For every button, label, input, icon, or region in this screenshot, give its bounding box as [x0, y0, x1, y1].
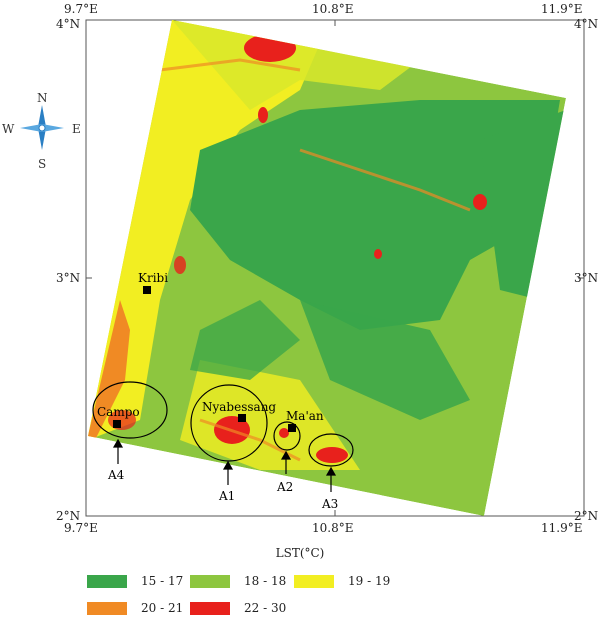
left-tick-label: 2°N	[56, 509, 80, 523]
bottom-tick-label: 9.7°E	[64, 521, 98, 535]
legend-item: 20 - 21	[87, 601, 183, 615]
compass-north-label: N	[37, 91, 48, 105]
right-tick-label: 4°N	[574, 17, 598, 31]
area-label-a3: A3	[321, 497, 338, 511]
city-label-nyabessang: Nyabessang	[202, 400, 276, 414]
legend-label: 18 - 18	[244, 574, 287, 588]
top-tick-label: 11.9°E	[541, 2, 582, 16]
compass-east-label: E	[72, 122, 81, 136]
city-marker	[143, 286, 151, 294]
right-tick-label: 2°N	[574, 509, 598, 523]
area-ellipse-a1	[190, 384, 268, 462]
city-marker	[238, 414, 246, 422]
legend-label: 19 - 19	[348, 574, 391, 588]
area-label-a1: A1	[218, 489, 235, 503]
lst-raster	[88, 20, 566, 516]
legend-swatch	[190, 601, 230, 615]
legend-item: 19 - 19	[294, 574, 390, 588]
city-marker	[288, 424, 296, 432]
legend-swatch	[87, 574, 127, 588]
lst-axis-title: LST(°C)	[275, 546, 325, 560]
bottom-tick-label: 10.8°E	[312, 521, 353, 535]
left-tick-label: 4°N	[56, 17, 80, 31]
area-ellipse-a4	[92, 381, 168, 439]
area-label-a2: A2	[276, 480, 293, 494]
area-ellipse-a3	[308, 433, 354, 467]
city-marker	[113, 420, 121, 428]
area-ellipse-a2	[273, 421, 301, 451]
tick-marks	[85, 20, 585, 516]
top-tick-label: 10.8°E	[312, 2, 353, 16]
city-label-maan: Ma'an	[286, 409, 324, 423]
left-tick-label: 3°N	[56, 271, 80, 285]
top-tick-label: 9.7°E	[64, 2, 98, 16]
legend-label: 20 - 21	[141, 601, 184, 615]
legend-item: 15 - 17	[87, 574, 183, 588]
compass-icon	[20, 105, 64, 150]
legend-swatch	[294, 574, 334, 588]
legend-item: 18 - 18	[190, 574, 286, 588]
legend-swatch	[190, 574, 230, 588]
area-label-a4: A4	[107, 468, 125, 482]
legend-label: 22 - 30	[244, 601, 287, 615]
city-label-kribi: Kribi	[138, 271, 168, 285]
city-label-campo: Campo	[97, 405, 140, 419]
compass-west-label: W	[2, 122, 15, 136]
compass-south-label: S	[38, 157, 46, 171]
legend-swatch	[87, 601, 127, 615]
right-tick-label: 3°N	[574, 271, 598, 285]
area-arrows	[112, 438, 337, 492]
bottom-tick-label: 11.9°E	[541, 521, 582, 535]
legend-item: 22 - 30	[190, 601, 286, 615]
legend-label: 15 - 17	[141, 574, 184, 588]
